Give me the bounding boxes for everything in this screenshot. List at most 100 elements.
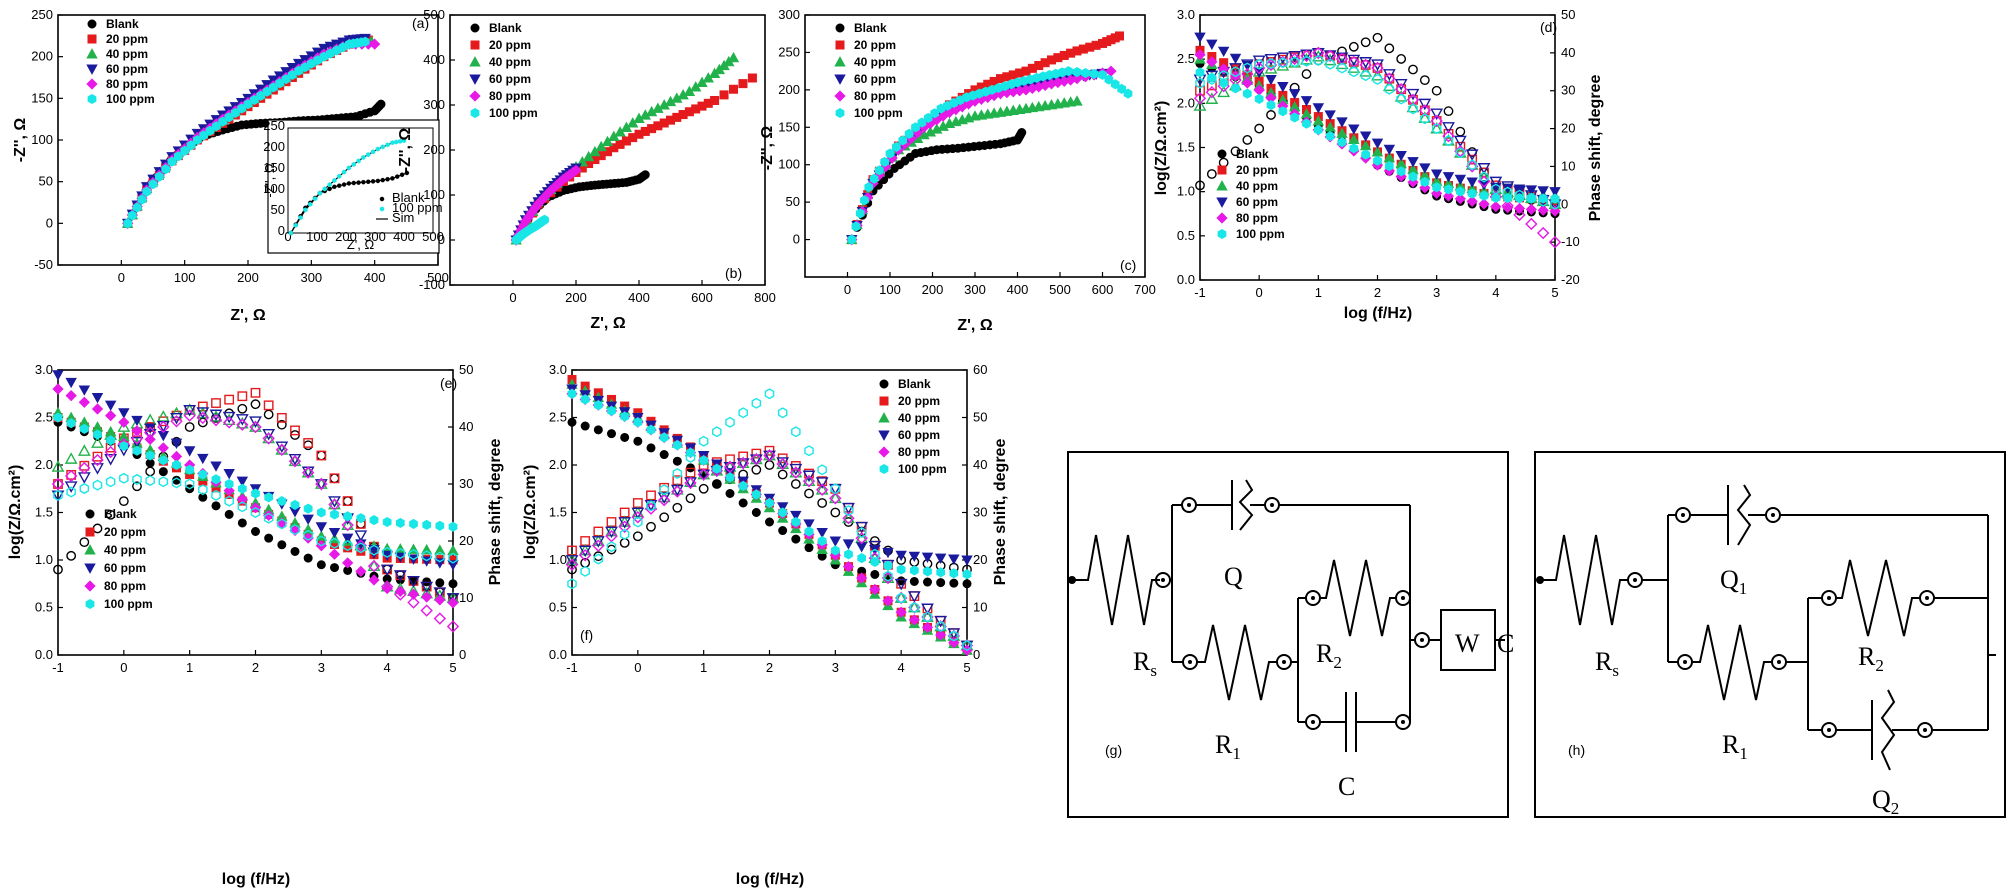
- phase-point: [211, 489, 221, 501]
- data-point: [962, 569, 972, 580]
- data-point: [710, 96, 720, 106]
- data-point: [593, 400, 603, 411]
- phase-point: [420, 604, 433, 617]
- phase-point: [855, 531, 868, 545]
- phase-point: [303, 438, 314, 448]
- data-point: [934, 553, 947, 564]
- phase-point: [263, 409, 274, 420]
- y-tick-label: 2.5: [35, 410, 53, 425]
- inset-data-point: [361, 154, 366, 160]
- legend-marker: [1217, 228, 1227, 240]
- phase-point: [1347, 61, 1361, 73]
- phase-point: [341, 518, 354, 532]
- y-tick-label: 250: [31, 7, 53, 22]
- phase-point: [789, 466, 803, 479]
- phase-point: [896, 592, 906, 604]
- inset-data-point: [356, 158, 361, 164]
- phase-point: [263, 400, 274, 411]
- phase-point: [1491, 183, 1501, 195]
- data-point: [328, 548, 341, 560]
- phase-point: [1396, 84, 1407, 95]
- data-point: [106, 435, 116, 446]
- data-point: [1336, 117, 1348, 128]
- phase-point: [1301, 69, 1312, 79]
- x-tick-label: 200: [922, 282, 944, 297]
- inset-data-point: [365, 179, 371, 185]
- data-point: [1359, 131, 1372, 142]
- phase-point: [1408, 103, 1418, 115]
- y2-tick-label: 20: [973, 552, 987, 567]
- phase-point: [196, 407, 210, 419]
- phase-point: [1406, 100, 1420, 113]
- phase-point: [1337, 62, 1347, 74]
- inset-x-tick-label: 300: [364, 229, 386, 244]
- data-point: [183, 446, 196, 457]
- phase-point: [631, 507, 645, 520]
- x-axis-label: Z', Ω: [230, 307, 265, 324]
- data-point: [132, 202, 142, 213]
- y-tick-label: 100: [778, 157, 800, 172]
- data-point: [1549, 205, 1561, 217]
- phase-point: [1501, 181, 1515, 193]
- data-point: [764, 517, 774, 527]
- phase-point: [237, 391, 248, 402]
- phase-point: [646, 521, 656, 532]
- phase-point: [684, 476, 697, 490]
- phase-point: [633, 516, 643, 528]
- phase-point: [829, 492, 842, 505]
- series-100-ppm: [123, 36, 370, 229]
- y2-tick-label: 0: [459, 647, 466, 662]
- data-point: [434, 558, 446, 569]
- phase-point: [1241, 67, 1254, 81]
- phase-point: [935, 620, 946, 633]
- phase-point: [91, 453, 104, 467]
- phase-point: [288, 455, 302, 468]
- phase-point: [235, 414, 249, 426]
- panel-e-bode: -1 0 1 2 3 4 5 0.0 0.5 1.0 1.5 2.0 2.5 3.0 0 10 20 30 40 50…: [7, 362, 504, 888]
- y2-tick-label: 30: [973, 505, 987, 520]
- data-point: [804, 526, 814, 537]
- phase-point: [659, 512, 670, 523]
- inset-data-point: [322, 186, 327, 192]
- phase-point: [249, 420, 262, 434]
- phase-point: [303, 440, 314, 451]
- data-point: [93, 429, 102, 440]
- data-point: [78, 396, 90, 408]
- inset-y-tick-label: 200: [263, 139, 285, 154]
- data-point: [672, 440, 682, 451]
- inset-data-point: [293, 222, 298, 228]
- phase-point: [354, 539, 368, 552]
- phase-point: [1442, 129, 1455, 143]
- phase-point: [1254, 123, 1265, 134]
- phase-point: [382, 546, 392, 558]
- phase-point: [301, 466, 315, 479]
- data-point: [778, 526, 788, 536]
- phase-point: [1360, 60, 1371, 70]
- data-point: [237, 518, 247, 528]
- legend-label: 40 ppm: [898, 411, 940, 425]
- phase-point: [237, 501, 248, 513]
- phase-point: [1371, 68, 1384, 81]
- x-tick-label: 300: [964, 282, 986, 297]
- data-point: [869, 173, 879, 184]
- data-point: [1502, 201, 1514, 214]
- y-tick-label: 1.0: [35, 552, 53, 567]
- x-tick-label: 3: [318, 660, 325, 675]
- phase-point: [763, 449, 776, 462]
- legend-marker: [84, 563, 96, 574]
- phase-point: [1193, 99, 1207, 111]
- phase-point: [290, 524, 300, 536]
- phase-point: [1431, 123, 1442, 135]
- phase-point: [263, 512, 274, 524]
- y2-tick-label: 0: [1561, 196, 1568, 211]
- inset-legend-marker: [379, 206, 385, 212]
- phase-point: [277, 518, 287, 530]
- phase-point: [395, 548, 406, 560]
- data-point: [1017, 128, 1027, 138]
- y-tick-label: 1.0: [549, 552, 567, 567]
- data-point: [1277, 82, 1289, 93]
- phase-point: [632, 531, 643, 542]
- phase-point: [723, 460, 737, 474]
- data-point: [447, 560, 459, 571]
- inset-x-axis-label: Z', Ω: [347, 237, 375, 252]
